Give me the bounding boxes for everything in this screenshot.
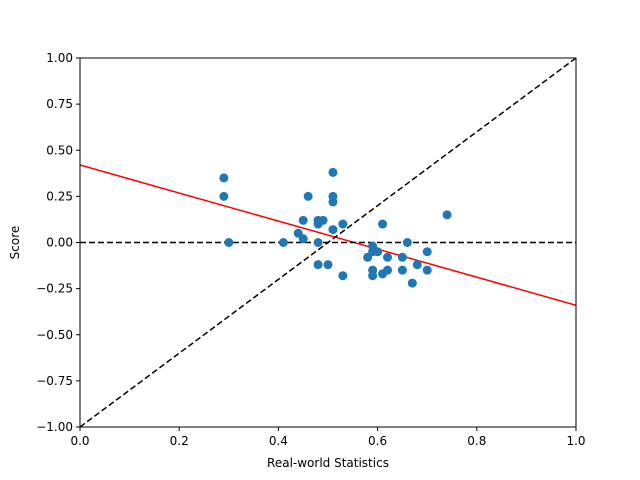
data-point bbox=[318, 215, 328, 225]
data-point bbox=[224, 238, 234, 247]
y-tick-label: 0.00 bbox=[46, 236, 73, 250]
y-tick-label: 0.50 bbox=[46, 143, 73, 157]
data-point bbox=[303, 191, 313, 201]
x-tick-label: 1.0 bbox=[566, 434, 585, 448]
lines-layer bbox=[80, 58, 576, 427]
data-point bbox=[407, 278, 417, 288]
x-tick-label: 0.6 bbox=[368, 434, 387, 448]
diagonal-reference-line bbox=[80, 58, 576, 427]
data-point bbox=[328, 167, 338, 177]
x-axis-ticks: 0.0 0.2 0.4 0.6 0.8 1.0 bbox=[70, 427, 586, 448]
data-point bbox=[323, 260, 333, 270]
data-point bbox=[338, 219, 348, 229]
y-tick-label: 0.25 bbox=[46, 189, 73, 203]
data-point bbox=[313, 260, 323, 270]
y-tick-label: 1.00 bbox=[46, 51, 73, 65]
data-point bbox=[442, 210, 452, 220]
data-point bbox=[219, 191, 229, 201]
data-point bbox=[219, 173, 229, 183]
x-axis-label: Real-world Statistics bbox=[267, 456, 389, 470]
y-tick-label: −0.50 bbox=[36, 328, 73, 342]
x-tick-label: 0.8 bbox=[467, 434, 486, 448]
data-point bbox=[383, 252, 393, 262]
data-point bbox=[298, 234, 308, 244]
y-axis-label: Score bbox=[8, 226, 22, 260]
data-point bbox=[368, 271, 378, 281]
data-point bbox=[373, 247, 383, 257]
y-tick-label: −1.00 bbox=[36, 420, 73, 434]
data-point bbox=[412, 260, 422, 270]
data-point bbox=[422, 247, 432, 257]
data-point bbox=[298, 215, 308, 225]
x-tick-label: 0.4 bbox=[269, 434, 288, 448]
data-point bbox=[383, 265, 393, 275]
y-tick-label: −0.25 bbox=[36, 282, 73, 296]
data-point bbox=[397, 265, 407, 275]
x-tick-label: 0.0 bbox=[70, 434, 89, 448]
data-point bbox=[422, 265, 432, 275]
data-point bbox=[328, 197, 338, 207]
y-axis-ticks: −1.00 −0.75 −0.50 −0.25 0.00 0.25 0.50 0.75 1.00 bbox=[36, 51, 80, 434]
data-point bbox=[397, 252, 407, 262]
x-tick-label: 0.2 bbox=[170, 434, 189, 448]
data-point bbox=[313, 238, 323, 247]
data-point bbox=[402, 238, 412, 247]
y-tick-label: 0.75 bbox=[46, 97, 73, 111]
y-tick-label: −0.75 bbox=[36, 374, 73, 388]
data-point bbox=[338, 271, 348, 281]
regression-line bbox=[80, 164, 576, 306]
data-point bbox=[378, 219, 388, 229]
data-point bbox=[278, 238, 288, 247]
points-layer bbox=[219, 167, 452, 288]
data-point bbox=[328, 225, 338, 235]
